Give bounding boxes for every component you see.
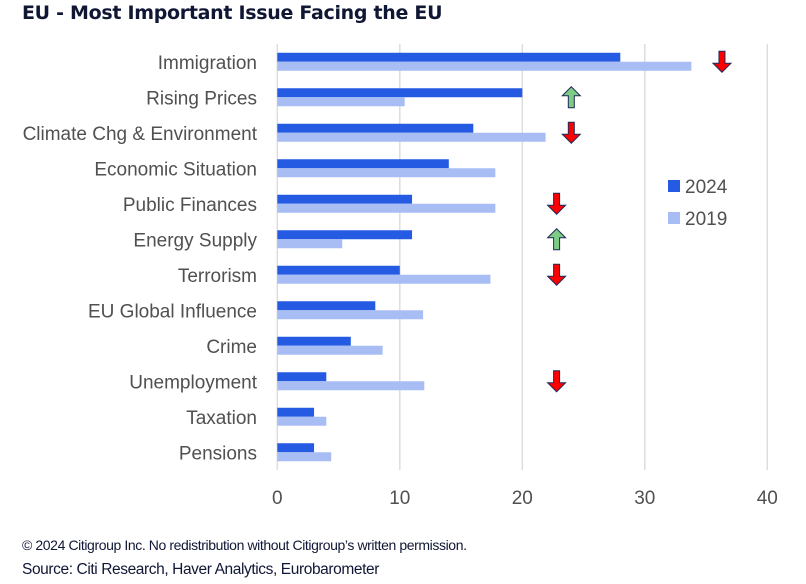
bar-2024: [277, 372, 327, 382]
gridlines: [276, 44, 769, 470]
bar-2024: [277, 194, 413, 204]
category-label: Terrorism: [178, 266, 257, 287]
category-label: Unemployment: [129, 372, 257, 393]
bar-2019: [277, 381, 425, 391]
bar-2024: [277, 407, 315, 417]
category-label: Rising Prices: [146, 88, 257, 109]
bar-2024: [277, 52, 621, 62]
category-label: Public Finances: [123, 195, 257, 216]
legend-label-2019: 2019: [685, 209, 727, 230]
bar-2019: [277, 203, 496, 213]
bar-2024: [277, 336, 351, 346]
chart-title: EU - Most Important Issue Facing the EU: [22, 2, 443, 24]
bar-2024: [277, 230, 413, 240]
bar-2024: [277, 265, 400, 275]
category-labels: Immigration Rising Prices Climate Chg & En…: [23, 53, 258, 465]
category-label: Economic Situation: [94, 159, 257, 180]
x-tick-label: 20: [512, 488, 533, 509]
bar-2019: [277, 97, 405, 107]
copyright-notice: © 2024 Citigroup Inc. No redistribution …: [22, 537, 467, 553]
source-note: Source: Citi Research, Haver Analytics, …: [22, 561, 379, 578]
bar-2019: [277, 168, 496, 178]
arrow-down-icon: [546, 370, 567, 393]
bar-2019: [277, 416, 327, 426]
arrow-down-icon: [546, 192, 567, 215]
x-tick-labels: 0 10 20 30 40: [272, 488, 778, 509]
bars: [277, 52, 692, 462]
bar-2019: [277, 452, 332, 462]
bar-2019: [277, 310, 424, 320]
category-label: Immigration: [158, 53, 257, 74]
bar-2024: [277, 443, 315, 453]
bar-2019: [277, 239, 343, 249]
bar-2024: [277, 123, 474, 133]
bar-2019: [277, 61, 692, 71]
bar-2019: [277, 345, 383, 355]
bar-2019: [277, 274, 491, 284]
x-tick-label: 10: [389, 488, 410, 509]
change-arrows: [546, 50, 733, 393]
legend-swatch-2024: [668, 180, 680, 192]
bar-2024: [277, 301, 376, 311]
category-label: Crime: [206, 337, 257, 358]
category-label: Taxation: [186, 408, 257, 429]
legend-swatch-2019: [668, 212, 680, 224]
legend: 2024 2019: [668, 177, 728, 230]
x-tick-label: 40: [757, 488, 778, 509]
category-label: Climate Chg & Environment: [23, 124, 258, 145]
x-tick-label: 30: [634, 488, 655, 509]
bar-2019: [277, 132, 546, 142]
arrow-down-icon: [711, 50, 733, 73]
arrow-down-icon: [561, 121, 582, 144]
x-tick-label: 0: [272, 488, 283, 509]
bar-2024: [277, 159, 449, 169]
category-label: Energy Supply: [133, 230, 257, 251]
arrow-down-icon: [546, 263, 567, 286]
legend-label-2024: 2024: [685, 177, 728, 198]
category-label: Pensions: [179, 443, 257, 464]
category-label: EU Global Influence: [88, 301, 257, 322]
arrow-up-icon: [561, 86, 582, 109]
arrow-up-icon: [546, 228, 567, 251]
bar-2024: [277, 88, 523, 98]
